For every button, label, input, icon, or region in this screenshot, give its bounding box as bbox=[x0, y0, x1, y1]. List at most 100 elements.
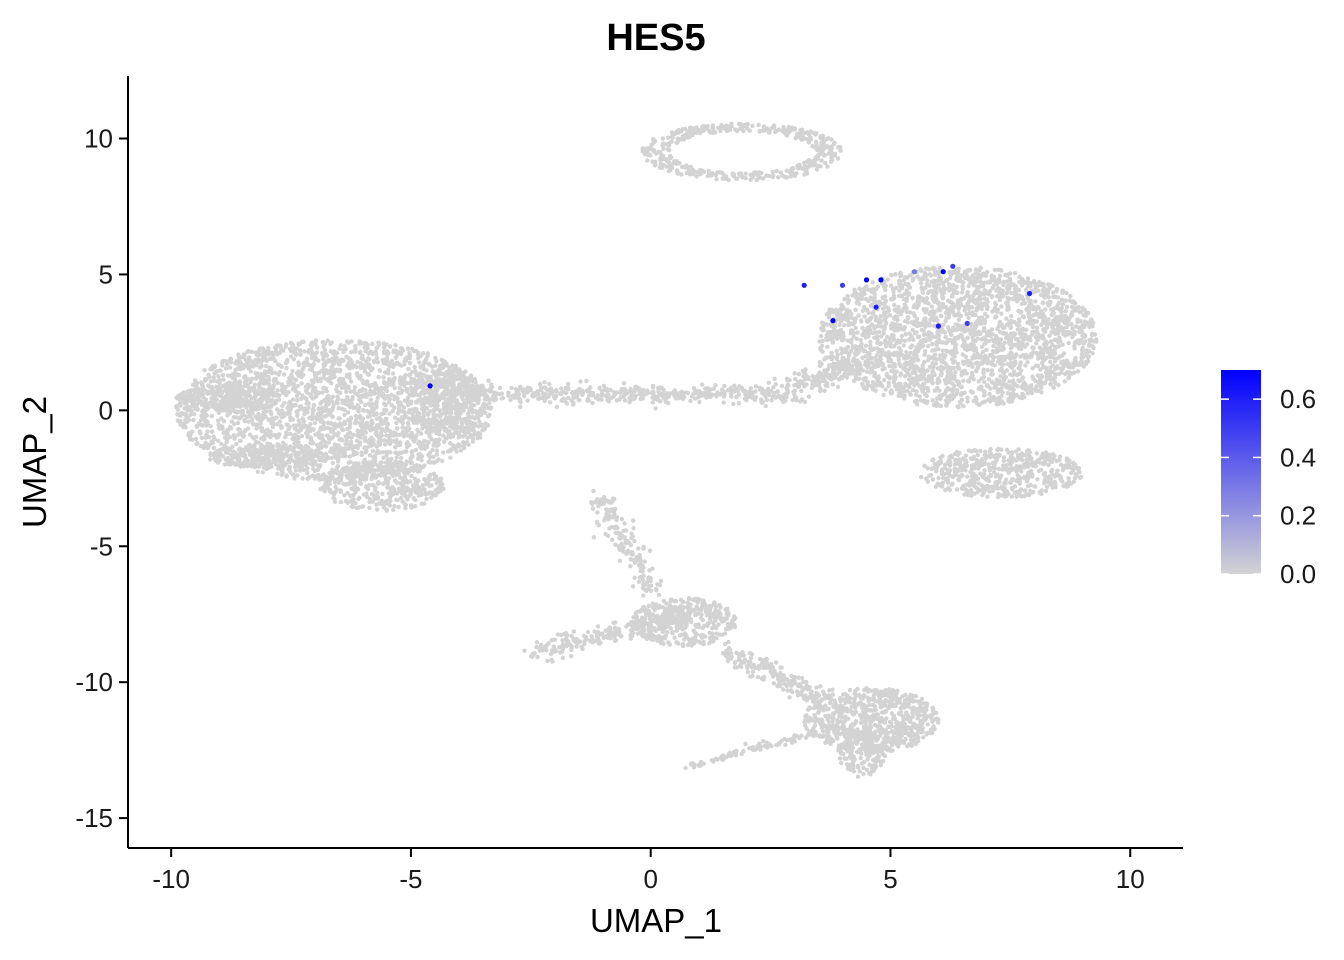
cell-point-c2 bbox=[385, 482, 390, 487]
cell-point-c0 bbox=[314, 416, 319, 421]
cell-point-c0 bbox=[258, 425, 263, 430]
cell-point-c7 bbox=[903, 331, 908, 337]
cell-point-c0 bbox=[439, 357, 445, 363]
cell-point-c5 bbox=[561, 389, 566, 394]
cell-point-c0 bbox=[372, 442, 377, 447]
cell-point-c4 bbox=[450, 367, 455, 373]
cell-point-c2 bbox=[379, 501, 384, 507]
cell-point-c0 bbox=[215, 369, 220, 374]
cell-point-c6 bbox=[818, 372, 824, 377]
cell-point-c0 bbox=[286, 426, 291, 432]
cell-point-c5 bbox=[799, 388, 804, 394]
cell-point-c0 bbox=[312, 357, 317, 362]
cell-point-c0 bbox=[405, 420, 411, 426]
cell-point-c1 bbox=[274, 398, 279, 403]
cell-point-c1 bbox=[202, 400, 208, 405]
cell-point-c0 bbox=[355, 359, 360, 365]
cell-point-c3 bbox=[236, 447, 242, 452]
cell-point-c0 bbox=[389, 456, 394, 461]
cell-point-c0 bbox=[236, 354, 242, 360]
cell-point-c0 bbox=[242, 380, 248, 385]
cell-point-c0 bbox=[203, 440, 208, 446]
cell-point-c1 bbox=[189, 399, 195, 405]
cell-point-c0 bbox=[405, 346, 411, 351]
cell-point-c0 bbox=[208, 424, 213, 429]
cell-point-c2 bbox=[398, 475, 403, 480]
cell-point-c0 bbox=[384, 453, 389, 458]
cell-point-c1 bbox=[248, 400, 253, 405]
cell-point-c3 bbox=[297, 457, 303, 462]
cell-point-c0 bbox=[209, 413, 214, 419]
cell-point-c0 bbox=[335, 394, 340, 399]
cell-point-c0 bbox=[237, 365, 243, 370]
cell-point-c0 bbox=[345, 362, 351, 367]
cell-point-c3 bbox=[255, 463, 261, 468]
cell-point-c7 bbox=[930, 398, 935, 403]
cell-point-c5 bbox=[599, 393, 604, 398]
cell-point-c1 bbox=[193, 406, 199, 412]
cell-point-c2 bbox=[338, 499, 344, 505]
cell-point-c0 bbox=[395, 396, 400, 401]
cell-point-c0 bbox=[293, 402, 298, 408]
cell-point-c0 bbox=[412, 420, 417, 425]
cell-point-c0 bbox=[307, 415, 312, 420]
cell-point-c0 bbox=[408, 456, 413, 461]
cell-point-c5 bbox=[521, 387, 527, 392]
cell-point-c0 bbox=[307, 362, 312, 368]
cell-point-c2 bbox=[405, 467, 410, 472]
cell-point-c4 bbox=[467, 415, 473, 420]
cell-point-c0 bbox=[220, 426, 225, 431]
cell-point-c0 bbox=[284, 473, 289, 478]
cell-point-c4 bbox=[477, 408, 482, 414]
cell-point-c0 bbox=[338, 380, 343, 386]
cell-point-c3 bbox=[323, 451, 329, 457]
cell-point-c5 bbox=[577, 387, 582, 392]
cell-point-c0 bbox=[404, 355, 410, 360]
cell-point-c2 bbox=[366, 483, 372, 488]
cell-point-c7 bbox=[918, 281, 924, 286]
cell-point-c0 bbox=[286, 382, 292, 387]
cell-point-c3 bbox=[218, 452, 224, 458]
cell-point-c0 bbox=[321, 420, 326, 425]
cell-point-c7 bbox=[892, 302, 897, 308]
cell-point-c5 bbox=[689, 394, 695, 399]
cell-point-c5 bbox=[522, 394, 527, 399]
cell-point-c1 bbox=[178, 392, 184, 397]
cell-point-c4 bbox=[425, 379, 430, 384]
cell-point-c0 bbox=[387, 397, 392, 402]
cell-point-c0 bbox=[385, 449, 390, 455]
cell-point-c5 bbox=[537, 396, 543, 401]
cell-point-c0 bbox=[412, 377, 417, 382]
cell-point-c1 bbox=[244, 403, 250, 409]
cell-point-c0 bbox=[397, 379, 403, 384]
cell-point-c0 bbox=[267, 356, 273, 361]
cell-point-c5 bbox=[528, 386, 533, 391]
cell-point-c5 bbox=[617, 397, 622, 402]
cell-point-c5 bbox=[585, 389, 590, 394]
cell-point-c5 bbox=[759, 397, 764, 402]
cell-point-c0 bbox=[456, 433, 462, 438]
cell-point-c0 bbox=[383, 396, 388, 401]
cell-point-c1 bbox=[200, 388, 205, 393]
cell-point-c0 bbox=[365, 445, 370, 450]
cell-point-c3 bbox=[295, 461, 300, 466]
cell-point-c5 bbox=[674, 396, 679, 401]
cell-point-c0 bbox=[454, 449, 459, 454]
cell-point-c0 bbox=[341, 358, 346, 363]
cell-point-c5 bbox=[641, 388, 646, 393]
cell-point-c2 bbox=[374, 507, 380, 512]
cell-point-c0 bbox=[253, 371, 258, 376]
cell-point-c0 bbox=[251, 436, 257, 441]
cell-point-c1 bbox=[195, 388, 200, 393]
cell-point-c0 bbox=[275, 362, 281, 367]
cell-point-c0 bbox=[275, 471, 280, 476]
cell-point-c5 bbox=[603, 393, 608, 398]
cell-point-c0 bbox=[336, 416, 341, 421]
cell-point-c0 bbox=[211, 445, 216, 451]
cell-point-c0 bbox=[325, 433, 330, 438]
cell-point-c5 bbox=[753, 389, 758, 394]
cell-point-c0 bbox=[361, 340, 367, 346]
cell-point-c2 bbox=[342, 493, 347, 498]
cell-point-c3 bbox=[293, 451, 299, 456]
